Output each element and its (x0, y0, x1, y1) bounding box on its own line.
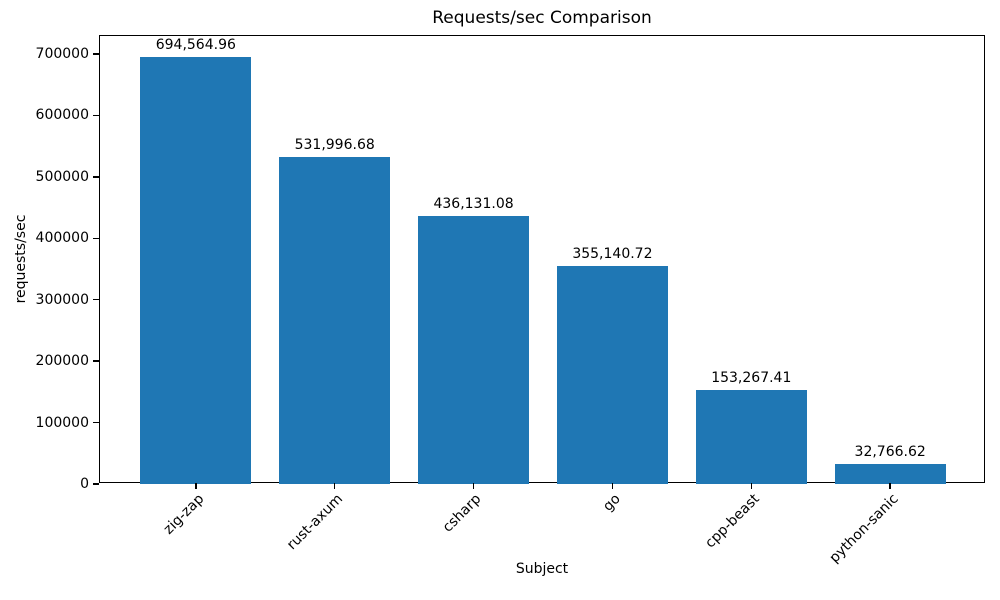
x-tick-mark (472, 483, 475, 489)
y-tick-mark (93, 421, 99, 424)
plot-area: 0 100000 200000 300000 400000 500000 600000 700… (36, 35, 985, 566)
y-tick-mark (93, 53, 99, 55)
x-axis-label: Subject (515, 561, 569, 577)
x-tick-label-text: go (600, 491, 624, 515)
x-tick-label-text: python-sanic (826, 491, 902, 567)
bar (834, 463, 946, 484)
bar-value-label: 153,267.41 (711, 369, 792, 386)
y-tick-label: 600000 (35, 107, 89, 124)
y-tick-label: 200000 (35, 353, 89, 370)
y-tick-mark (93, 299, 99, 301)
bar-value-label: 694,564.96 (155, 37, 236, 54)
y-tick-mark (93, 360, 99, 362)
y-tick-mark (93, 483, 99, 485)
bar-value-label: 531,996.68 (294, 137, 375, 154)
bar-value-label: 436,131.08 (433, 196, 514, 213)
y-tick-label: 300000 (35, 291, 89, 308)
x-tick-label-text: cpp-beast (702, 491, 763, 552)
x-tick-mark (750, 483, 752, 489)
chart-title: Requests/sec Comparison (432, 8, 652, 28)
bar (556, 265, 668, 484)
x-tick-mark (611, 483, 614, 489)
x-tick-mark (889, 483, 891, 489)
y-tick-label: 100000 (35, 414, 89, 431)
y-tick-label: 0 (80, 476, 89, 492)
bar (140, 57, 252, 484)
x-tick-label-text: zig-zap (160, 491, 208, 538)
x-tick-mark (333, 483, 336, 489)
x-tick-label-text: csharp (440, 491, 485, 536)
bar (418, 216, 530, 484)
y-tick-label: 500000 (35, 168, 89, 185)
y-tick-label: 700000 (35, 45, 89, 62)
bar (279, 157, 391, 484)
y-axis-label: requests/sec (13, 214, 29, 304)
bar (695, 389, 807, 484)
y-tick-mark (93, 237, 99, 239)
bar-value-label: 355,140.72 (572, 245, 653, 262)
y-tick-label: 400000 (35, 230, 89, 247)
x-tick-label-text: rust-axum (283, 491, 347, 554)
bar-value-label: 32,766.62 (854, 443, 926, 460)
y-tick-mark (93, 176, 99, 178)
x-tick-mark (195, 483, 197, 489)
y-tick-mark (93, 114, 99, 117)
